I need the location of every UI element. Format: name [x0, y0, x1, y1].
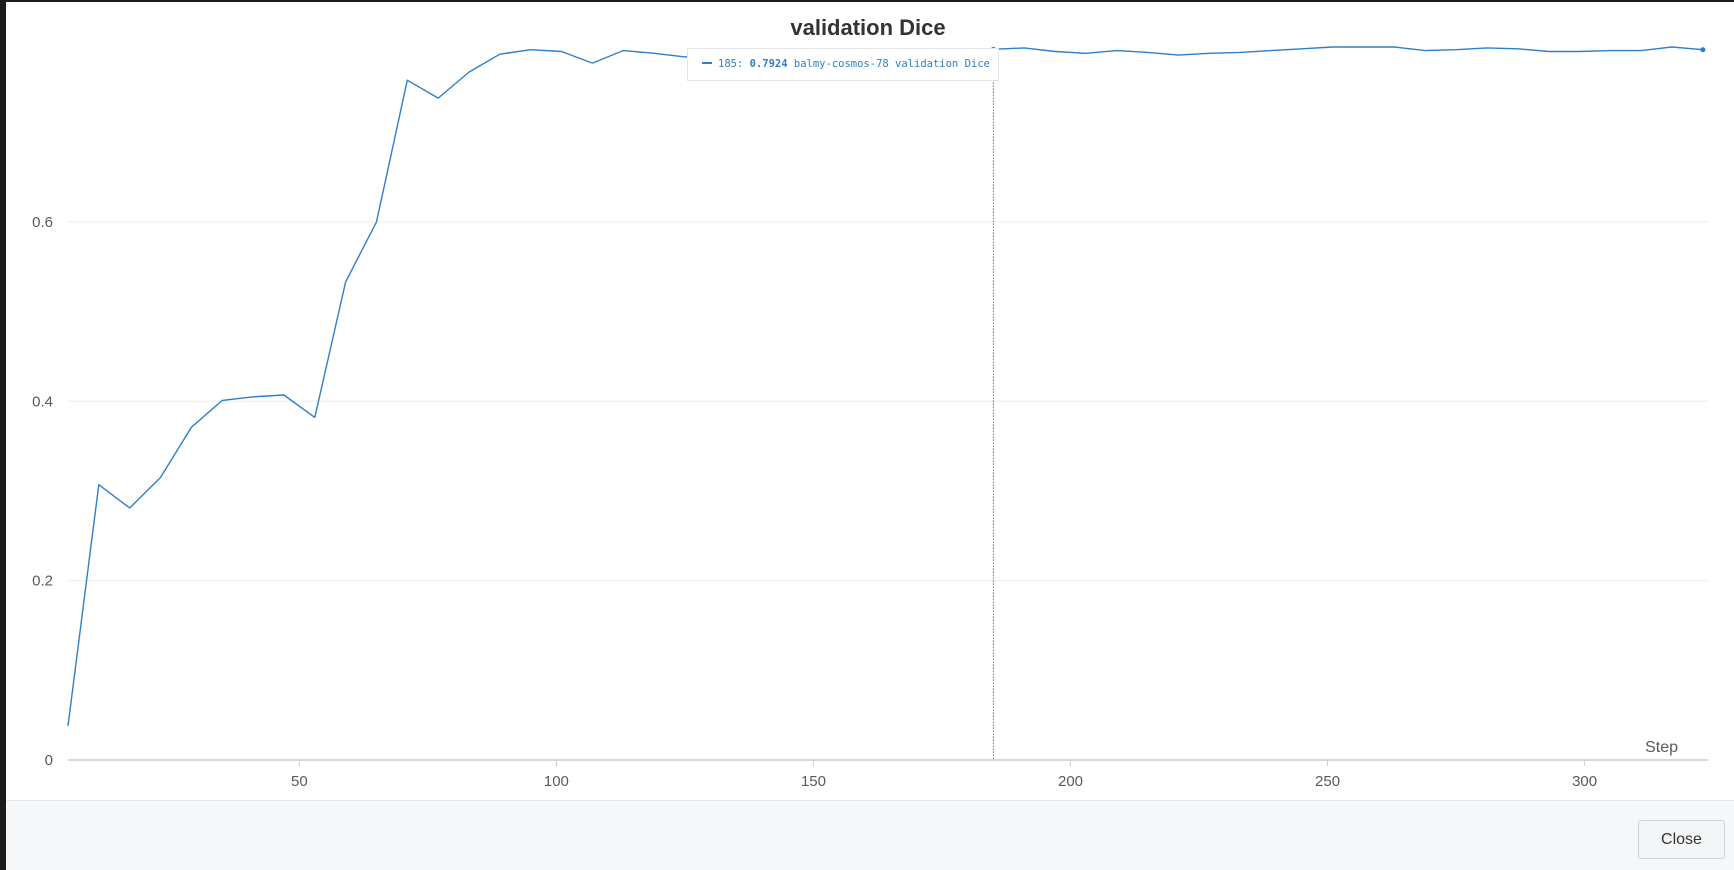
y-tick-label: 0.4	[32, 393, 53, 410]
series-end-marker	[1700, 47, 1706, 53]
chart-title: validation Dice	[790, 15, 945, 40]
backdrop-edge	[0, 0, 6, 870]
tooltip-series-label: balmy-cosmos-78 validation Dice	[793, 58, 990, 70]
tooltip-value: 0.7924	[749, 58, 788, 70]
y-tick-label: 0	[45, 752, 53, 769]
chart-modal: 0 0.2 0.4 0.6 50 100 150 200 250 300 validation D…	[6, 2, 1734, 870]
series-layer	[67, 46, 1706, 726]
series-swatch	[702, 62, 712, 64]
x-tick-label: 200	[1058, 773, 1083, 790]
hover-layer	[990, 46, 996, 760]
chart-area: 0 0.2 0.4 0.6 50 100 150 200 250 300 validation D…	[6, 2, 1734, 800]
x-tick-label: 250	[1315, 773, 1340, 790]
y-tick-label: 0.2	[32, 573, 53, 590]
tooltip-step: 185:	[718, 58, 744, 70]
x-tick-label: 50	[291, 773, 308, 790]
backdrop-top	[0, 0, 1734, 2]
x-tick-label: 150	[801, 773, 826, 790]
y-tick-label: 0.6	[32, 214, 53, 231]
x-axis-label: Step	[1645, 739, 1678, 756]
axis-layer: 0 0.2 0.4 0.6 50 100 150 200 250 300	[32, 214, 1708, 790]
grid-layer	[68, 221, 1708, 582]
series-line	[67, 46, 1703, 726]
x-tick-label: 100	[544, 773, 569, 790]
modal-footer: Close	[6, 800, 1734, 870]
line-chart: 0 0.2 0.4 0.6 50 100 150 200 250 300 validation D…	[32, 15, 1708, 790]
hover-tooltip: 185: 0.7924 balmy-cosmos-78 validation D…	[687, 48, 999, 81]
x-tick-label: 300	[1572, 773, 1597, 790]
close-button[interactable]: Close	[1638, 820, 1725, 859]
